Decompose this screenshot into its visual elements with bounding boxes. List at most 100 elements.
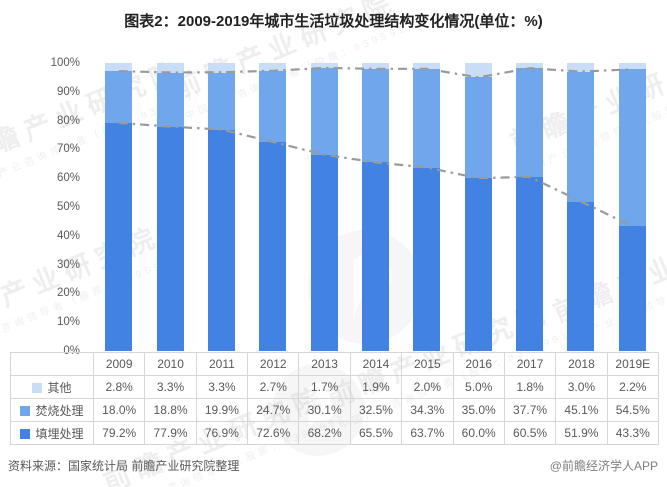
year-cell: 2015: [401, 352, 454, 376]
bars-container: [93, 63, 658, 351]
data-table: 2009 2010 2011 2012 2013 2014 2015 2016 2017 2018…: [10, 352, 659, 445]
bar-2014: [350, 63, 401, 351]
value-cell: 35.0%: [452, 398, 505, 422]
value-cell: 5.0%: [452, 375, 505, 399]
value-cell: 79.2%: [92, 421, 146, 445]
bar-segment-其他: [464, 63, 492, 78]
value-cell: 60.5%: [503, 421, 557, 445]
y-tick-label: 30%: [56, 258, 80, 271]
bar-segment-填埋处理: [516, 176, 544, 351]
year-cell: 2019E: [606, 352, 659, 376]
value-cell: 30.1%: [298, 398, 351, 422]
bar-segment-其他: [156, 63, 184, 73]
bar-segment-焚烧处理: [156, 72, 184, 127]
bar-2019E: [607, 63, 658, 351]
value-cell: 2.8%: [92, 375, 146, 399]
bar-segment-其他: [361, 63, 389, 69]
bar-segment-其他: [259, 63, 287, 71]
value-cell: 32.5%: [349, 398, 403, 422]
value-cell: 34.3%: [401, 398, 454, 422]
bar-segment-焚烧处理: [516, 68, 544, 177]
bar-2011: [196, 63, 247, 351]
legend-swatch-icon: [20, 428, 31, 439]
bar-segment-其他: [105, 63, 133, 72]
value-cell: 3.3%: [144, 375, 197, 399]
y-axis: 0% 10% 20% 30% 40% 50% 60% 70% 80% 90% 100%: [0, 0, 80, 487]
value-cell: 2.2%: [606, 375, 659, 399]
value-cell: 63.7%: [401, 421, 454, 445]
bar-2016: [453, 63, 504, 351]
bar-segment-焚烧处理: [207, 72, 235, 130]
year-cell: 2012: [247, 352, 300, 376]
year-cell: 2011: [195, 352, 249, 376]
bar-2018: [555, 63, 606, 351]
year-cell: 2014: [349, 352, 403, 376]
bar-segment-焚烧处理: [464, 77, 492, 179]
bar-segment-焚烧处理: [259, 70, 287, 142]
value-cell: 45.1%: [555, 398, 608, 422]
chart-title: 图表2：2009-2019年城市生活垃圾处理结构变化情况(单位：%): [124, 13, 543, 30]
bar-segment-焚烧处理: [310, 67, 338, 155]
bar-2010: [144, 63, 195, 351]
bar-segment-焚烧处理: [413, 68, 441, 168]
bar-segment-其他: [567, 63, 595, 72]
bar-segment-焚烧处理: [105, 71, 133, 123]
table-row: 其他 2.8% 3.3% 3.3% 2.7% 1.7% 1.9% 2.0% 5.0% 1.8% 3.…: [10, 375, 659, 399]
value-cell: 1.8%: [503, 375, 557, 399]
legend-cell: 其他: [10, 375, 94, 399]
legend-label: 其他: [47, 380, 72, 395]
bar-2012: [247, 63, 298, 351]
value-cell: 60.0%: [452, 421, 505, 445]
legend-cell: 填埋处理: [10, 421, 94, 445]
legend-label: 焚烧处理: [35, 403, 84, 418]
y-tick-label: 70%: [56, 143, 80, 156]
value-cell: 1.7%: [298, 375, 351, 399]
bar-segment-填埋处理: [361, 162, 389, 351]
value-cell: 1.9%: [349, 375, 403, 399]
value-cell: 2.7%: [247, 375, 300, 399]
y-tick-label: 50%: [56, 201, 80, 213]
footer: 资料来源：国家统计局 前瞻产业研究院整理 @前瞻经济学人APP: [8, 457, 658, 474]
bar-segment-焚烧处理: [361, 68, 389, 163]
value-cell: 19.9%: [195, 398, 249, 422]
bar-segment-其他: [516, 63, 544, 69]
y-tick-label: 90%: [56, 85, 80, 98]
table-row: 焚烧处理 18.0% 18.8% 19.9% 24.7% 30.1% 32.5% 34.3% 3…: [10, 398, 659, 422]
value-cell: 18.8%: [144, 398, 197, 422]
y-tick-label: 20%: [56, 287, 80, 300]
value-cell: 43.3%: [606, 421, 659, 445]
bar-2015: [401, 63, 452, 351]
value-cell: 68.2%: [298, 421, 351, 445]
bar-segment-填埋处理: [156, 126, 184, 351]
bar-segment-填埋处理: [618, 226, 646, 351]
bar-segment-其他: [413, 63, 441, 69]
bar-segment-其他: [310, 63, 338, 68]
value-cell: 72.6%: [247, 421, 300, 445]
value-cell: 65.5%: [349, 421, 403, 445]
y-tick-label: 100%: [50, 57, 80, 69]
y-tick-label: 40%: [56, 229, 80, 242]
value-cell: 3.3%: [195, 375, 249, 399]
bar-segment-填埋处理: [464, 178, 492, 351]
bar-segment-焚烧处理: [567, 71, 595, 202]
table-row: 填埋处理 79.2% 77.9% 76.9% 72.6% 68.2% 65.5% 63.7% 6…: [10, 421, 659, 445]
value-cell: 3.0%: [555, 375, 608, 399]
credit-text: @前瞻经济学人APP: [549, 459, 658, 473]
y-tick-label: 80%: [56, 114, 80, 127]
bar-segment-填埋处理: [413, 167, 441, 351]
bar-segment-填埋处理: [259, 141, 287, 351]
value-cell: 54.5%: [606, 398, 659, 422]
bar-segment-其他: [207, 63, 235, 73]
legend-cell: 焚烧处理: [10, 398, 94, 422]
year-cell: 2013: [298, 352, 351, 376]
year-cell: 2009: [92, 352, 146, 376]
legend-swatch-icon: [32, 382, 43, 393]
source-text: 资料来源：国家统计局 前瞻产业研究院整理: [8, 459, 240, 473]
legend-swatch-icon: [20, 405, 31, 416]
value-cell: 51.9%: [555, 421, 608, 445]
year-cell: 2017: [503, 352, 557, 376]
bar-2013: [298, 63, 349, 351]
bar-segment-其他: [618, 63, 646, 70]
value-cell: 77.9%: [144, 421, 197, 445]
